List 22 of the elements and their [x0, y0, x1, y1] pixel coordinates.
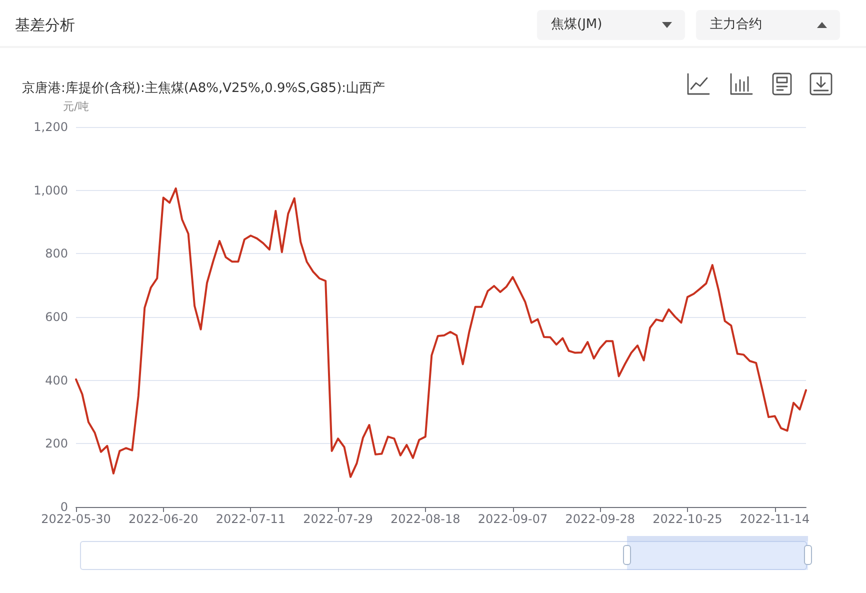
y-tick-label: 1,000 — [34, 183, 68, 198]
x-tick-label: 2022-09-07 — [478, 512, 548, 526]
y-tick-label: 0 — [60, 500, 68, 514]
dropdown-field: 主力合约 — [696, 10, 840, 40]
y-tick-label: 600 — [45, 310, 68, 324]
chart-title: 基差分析 — [15, 15, 75, 35]
x-tick-label: 2022-09-28 — [565, 512, 635, 526]
line-series — [75, 187, 807, 478]
x-tick-label: 2022-07-11 — [216, 512, 286, 526]
x-tick-label: 2022-06-20 — [128, 512, 198, 526]
x-tick-label: 2022-11-14 — [740, 512, 810, 526]
x-tick-label: 2022-08-18 — [390, 512, 460, 526]
y-tick-label: 200 — [45, 436, 68, 451]
y-tick-label: 1,200 — [34, 120, 68, 134]
y-tick-label: 400 — [45, 373, 68, 388]
dropdown-field: 焦煤(JM) — [537, 10, 685, 40]
x-tick-label: 2022-05-30 — [41, 512, 111, 526]
x-tick-label: 2022-10-25 — [652, 512, 722, 526]
y-tick-label: 800 — [45, 246, 68, 261]
x-tick-label: 2022-07-29 — [303, 512, 373, 526]
chart-subtitle: 京唐港:库提价(含税):主焦煤(A8%,V25%,0.9%S,G85):山西产 — [22, 80, 386, 97]
y-axis-title: 元/吨 — [63, 100, 89, 113]
